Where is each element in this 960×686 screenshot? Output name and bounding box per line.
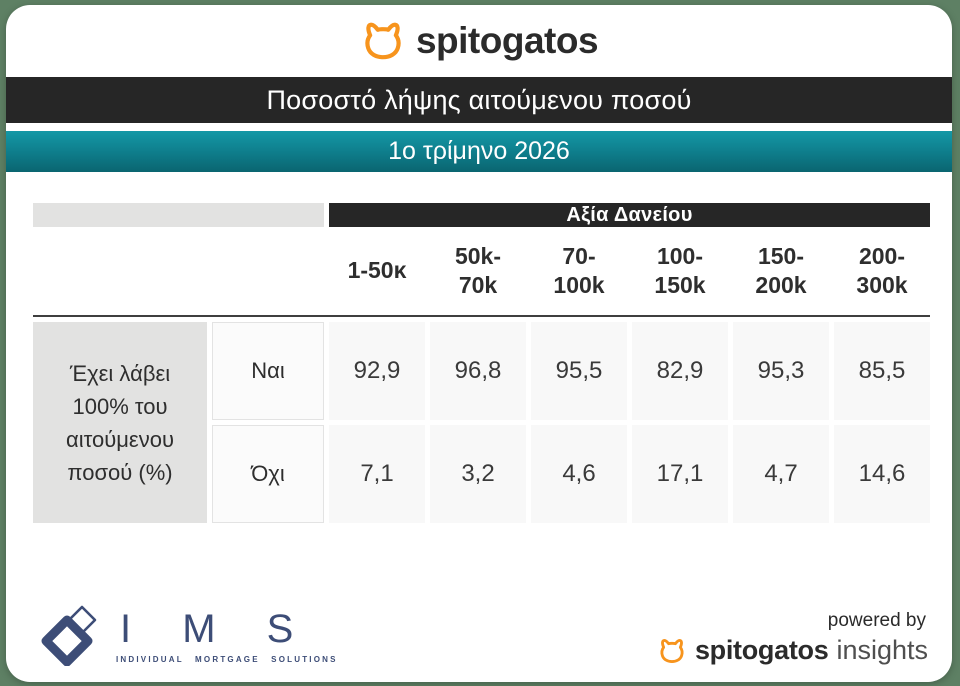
ims-subtitle: INDIVIDUAL MORTGAGE SOLUTIONS [116,655,338,664]
value-cell: 17,1 [632,425,728,523]
period-label: 1ο τρίμηνο 2026 [388,137,570,165]
header-rule [33,315,930,317]
cat-icon [660,638,684,663]
column-header: 70- 100k [553,242,605,298]
footer-insights-label: insights [836,635,928,665]
brand-name: spitogatos [415,20,599,61]
value-cell: 7,1 [329,425,425,523]
data-table: Αξία Δανείου 1-50κ 50k- 70k 70- 100k 100- 1… [33,203,930,523]
infographic-card: spitogatos Ποσοστό λήψης αιτούμενου ποσο… [6,5,952,682]
value-cell: 95,5 [531,322,627,420]
cat-icon [365,22,401,60]
ims-name: I M S [120,607,314,651]
answer-label-no: Όχι [212,425,324,523]
period-banner: 1ο τρίμηνο 2026 [6,131,952,172]
page-title: Ποσοστό λήψης αιτούμενου ποσού [266,84,692,115]
title-banner: Ποσοστό λήψης αιτούμενου ποσού [6,77,952,123]
value-cell: 14,6 [834,425,930,523]
group-header-cell: Αξία Δανείου [329,203,930,227]
answer-label-yes: Ναι [212,322,324,420]
footer-brand-name: spitogatos [694,635,829,665]
ims-logo: I M S INDIVIDUAL MORTGAGE SOLUTIONS [40,602,338,666]
ims-diamonds-icon [41,605,97,666]
row-group-label: Έχει λάβει 100% του αιτούμενου ποσού (%) [33,322,207,523]
value-cell: 4,6 [531,425,627,523]
banner-divider [6,123,952,131]
value-cell: 92,9 [329,322,425,420]
footer: I M S INDIVIDUAL MORTGAGE SOLUTIONS powe… [40,602,928,666]
powered-by-label: powered by [827,610,926,631]
value-cell: 3,2 [430,425,526,523]
column-header: 150- 200k [755,242,807,298]
value-cell: 96,8 [430,322,526,420]
column-header: 1-50κ [347,257,407,284]
value-cell: 82,9 [632,322,728,420]
table-corner-cell [33,203,324,227]
column-header: 100- 150k [654,242,706,298]
powered-by-block: powered by spitogatos insights [657,610,928,666]
value-cell: 95,3 [733,322,829,420]
value-cell: 4,7 [733,425,829,523]
column-header: 200- 300k [856,242,908,298]
value-cell: 85,5 [834,322,930,420]
column-header: 50k- 70k [454,242,502,298]
header-logo: spitogatos [6,5,952,77]
